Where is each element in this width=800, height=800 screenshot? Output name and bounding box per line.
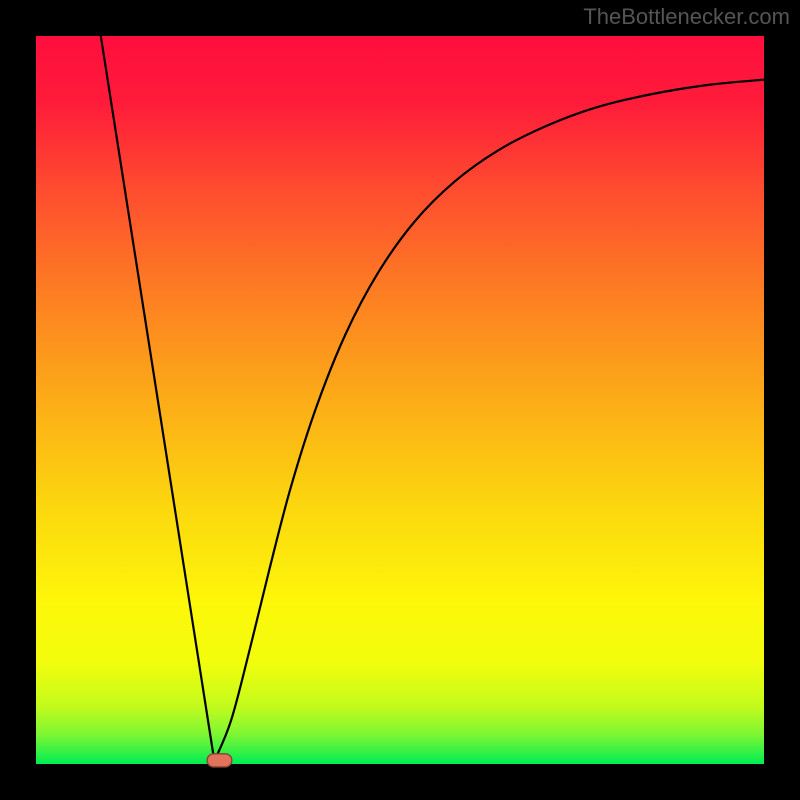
chart-container: TheBottlenecker.com bbox=[0, 0, 800, 800]
optimal-marker bbox=[207, 754, 232, 767]
chart-plot-area bbox=[36, 36, 764, 764]
bottleneck-chart bbox=[0, 0, 800, 800]
